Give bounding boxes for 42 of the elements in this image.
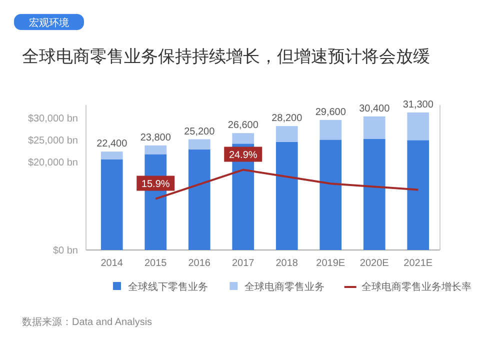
total-label: 31,300 <box>402 99 434 110</box>
x-tick-label: 2017 <box>232 258 255 269</box>
y-tick-label: $30,000 bn <box>28 114 78 125</box>
chart-title: 全球电商零售业务保持持续增长，但增速预计将会放缓 <box>22 47 430 66</box>
legend-label: 全球线下零售业务 <box>128 281 208 293</box>
bar <box>276 126 298 142</box>
total-label: 26,600 <box>228 120 259 132</box>
source-note: 数据来源：Data and Analysis <box>22 316 152 328</box>
total-label: 23,800 <box>140 132 172 144</box>
y-tick-label: $20,000 bn <box>28 158 78 169</box>
data-label: 15.9% <box>141 178 170 190</box>
bar <box>100 152 123 160</box>
x-tick-label: 2015 <box>144 258 168 269</box>
bar <box>188 149 210 250</box>
y-tick-label: $0 bn <box>52 246 78 256</box>
data-label: 24.9% <box>228 150 258 161</box>
bar <box>276 142 298 250</box>
total-label: 25,200 <box>184 126 216 138</box>
total-label: 28,200 <box>272 113 303 124</box>
total-label: 30,400 <box>359 103 390 114</box>
bar <box>188 139 210 150</box>
total-label: 22,400 <box>96 138 128 150</box>
legend-label: 全球电商零售业务 <box>244 281 325 293</box>
x-tick-label: 2021E <box>404 258 433 269</box>
bar <box>407 112 430 140</box>
total-label: 29,600 <box>315 106 346 118</box>
bar <box>100 159 123 250</box>
x-tick-label: 2014 <box>100 258 124 269</box>
bar <box>144 145 167 154</box>
bar <box>363 116 386 139</box>
bar <box>363 138 386 250</box>
text: 宏观环境 <box>29 17 69 29</box>
x-tick-label: 2016 <box>188 258 211 269</box>
bar <box>407 140 430 250</box>
bar <box>320 120 342 140</box>
y-tick-label: $25,000 bn <box>28 136 78 147</box>
legend-label: 全球电商零售业务增长率 <box>361 281 472 293</box>
bar <box>320 140 342 250</box>
x-tick-label: 2020E <box>360 258 390 269</box>
x-tick-label: 2018 <box>276 258 298 269</box>
x-tick-label: 2019E <box>316 258 346 269</box>
bar <box>232 133 254 144</box>
